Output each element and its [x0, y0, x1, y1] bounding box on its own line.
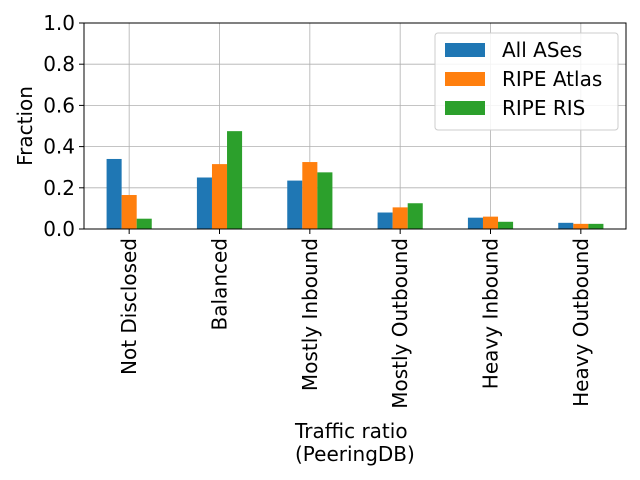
bar [482, 216, 499, 229]
x-tick-label: Heavy Inbound [479, 238, 503, 389]
bar [573, 223, 589, 229]
y-tick-label: 0.4 [43, 135, 75, 159]
bar [106, 158, 122, 229]
x-axis-label-line-2: (PeeringDB) [295, 442, 415, 466]
x-tick-label: Mostly Outbound [388, 238, 412, 409]
x-tick-label: Heavy Outbound [569, 238, 593, 407]
plot-area-frame [83, 22, 627, 230]
legend-label: All ASes [502, 38, 582, 62]
x-axis: Not Disclosed Balanced Mostly Inbound Mostl… [117, 229, 593, 409]
bar [407, 203, 423, 229]
y-tick-label: 0.8 [43, 52, 75, 76]
y-axis: 0.0 0.2 0.4 0.6 0.8 1.0 [43, 11, 84, 241]
y-tick-label: 0.6 [43, 93, 75, 117]
x-tick-label: Not Disclosed [117, 238, 141, 375]
bar [211, 164, 228, 229]
bar [302, 162, 318, 229]
legend: All ASes RIPE Atlas RIPE RIS [434, 32, 619, 131]
x-axis-label-line-1: Traffic ratio [294, 419, 408, 443]
y-axis-label: Fraction [13, 86, 37, 166]
y-tick-label: 0.0 [43, 217, 75, 241]
legend-swatch [445, 72, 485, 86]
x-tick-label: Balanced [208, 238, 232, 330]
bar [196, 177, 212, 229]
legend-label: RIPE RIS [502, 96, 585, 120]
bars [106, 131, 604, 229]
bar [498, 221, 514, 229]
legend-swatch [445, 43, 485, 57]
x-tick-label: Mostly Inbound [298, 238, 322, 391]
bar [227, 131, 243, 229]
bar [377, 212, 393, 229]
bar [136, 218, 152, 229]
bar [392, 207, 408, 229]
y-tick-label: 1.0 [43, 11, 75, 35]
legend-label: RIPE Atlas [502, 67, 602, 91]
y-tick-label: 0.2 [43, 176, 75, 200]
bar [588, 223, 604, 229]
bar [317, 172, 333, 229]
bar [558, 222, 574, 229]
bar [121, 195, 137, 229]
legend-swatch [445, 101, 485, 115]
bar [287, 180, 303, 229]
bar [467, 217, 483, 229]
